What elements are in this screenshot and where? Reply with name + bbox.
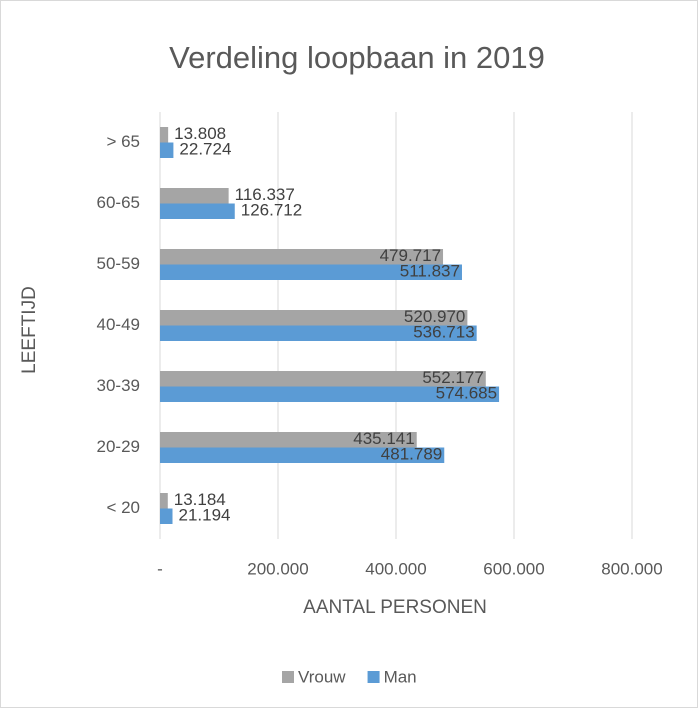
x-tick-label: 200.000	[247, 559, 308, 578]
bar	[160, 188, 229, 204]
legend-label: Vrouw	[298, 667, 346, 686]
bar	[160, 203, 235, 219]
y-tick-label: 20-29	[97, 437, 140, 456]
data-label: 520.970	[404, 307, 465, 326]
bar	[160, 432, 417, 448]
chart-title: Verdeling loopbaan in 2019	[169, 40, 545, 75]
data-label: 479.717	[380, 246, 441, 265]
y-tick-label: < 20	[106, 498, 140, 517]
bar	[160, 493, 168, 509]
x-tick-label: -	[157, 559, 163, 578]
legend-label: Man	[384, 667, 417, 686]
bar	[160, 371, 486, 387]
x-axis-title: AANTAL PERSONEN	[303, 597, 487, 618]
y-tick-label: 30-39	[97, 376, 140, 395]
data-label: 22.724	[179, 140, 231, 159]
legend-swatch	[367, 671, 380, 683]
data-label: 481.789	[381, 445, 442, 464]
data-label: 435.141	[353, 429, 414, 448]
data-label: 116.337	[235, 185, 295, 204]
bar	[160, 508, 173, 524]
bar	[160, 127, 169, 143]
bar	[160, 249, 444, 265]
x-tick-label: 400.000	[365, 559, 426, 578]
y-tick-label: 50-59	[97, 254, 140, 273]
bar	[160, 447, 445, 463]
bar	[160, 142, 174, 158]
data-label: 511.837	[400, 262, 460, 281]
data-label: 536.713	[413, 323, 474, 342]
bar	[160, 264, 462, 280]
data-label: 574.685	[436, 384, 497, 403]
data-label: 21.194	[179, 506, 231, 525]
x-tick-label: 800.000	[601, 559, 662, 578]
y-tick-label: > 65	[106, 132, 140, 151]
data-label: 552.177	[422, 368, 483, 387]
legend-swatch	[282, 671, 294, 683]
data-label: 13.184	[174, 490, 226, 509]
data-label: 126.712	[241, 201, 302, 220]
y-tick-label: 60-65	[97, 193, 140, 212]
bar	[160, 310, 468, 326]
y-tick-label: 40-49	[97, 315, 140, 334]
y-axis-title: LEEFTIJD	[19, 286, 40, 374]
data-label: 13.808	[174, 124, 226, 143]
bar	[160, 325, 477, 341]
bar	[160, 386, 500, 402]
x-tick-label: 600.000	[483, 559, 544, 578]
